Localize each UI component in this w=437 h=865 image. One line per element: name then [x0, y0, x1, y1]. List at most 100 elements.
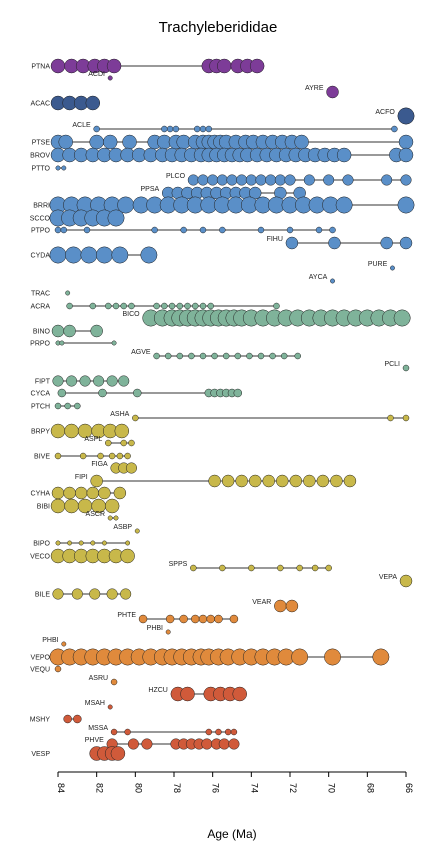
series-label: SCCO [30, 216, 51, 223]
series-label: PLCO [166, 173, 186, 180]
data-point [90, 474, 103, 488]
series-row: BIPO [33, 540, 131, 548]
data-point [217, 58, 232, 74]
series-row: BICO [122, 309, 411, 327]
data-point [89, 134, 104, 150]
data-point [52, 375, 64, 387]
data-point [393, 309, 411, 327]
series-row: PHTE [117, 612, 239, 624]
data-point [151, 226, 158, 234]
series-label: ASCR [86, 511, 105, 518]
series-label: VESP [31, 751, 50, 758]
data-point [49, 246, 67, 264]
data-point [381, 174, 393, 186]
data-point [105, 439, 112, 447]
data-point [199, 302, 207, 310]
series-row: PLCO [166, 173, 412, 186]
data-point [153, 302, 160, 310]
series-row: VESP [31, 746, 126, 761]
data-point [73, 714, 82, 724]
data-point [289, 474, 303, 488]
series-label: BRRI [33, 203, 50, 210]
data-point [285, 236, 299, 250]
data-point [80, 246, 98, 264]
data-point [50, 498, 66, 514]
data-point [120, 588, 132, 600]
data-point [402, 414, 410, 422]
data-point [128, 302, 135, 310]
data-point [79, 452, 87, 460]
x-tick-label: 72 [288, 783, 298, 793]
data-point [324, 648, 341, 666]
data-point [54, 402, 62, 410]
data-point [134, 528, 140, 534]
series-row: MSAH [85, 700, 113, 710]
data-point [380, 236, 393, 250]
series-row: FIPI [75, 474, 357, 488]
data-point [205, 728, 213, 736]
series-row: BRPY [31, 423, 130, 439]
series-row: CYDA [31, 246, 158, 264]
data-point [98, 486, 111, 500]
x-axis: 84 82 80 78 76 74 72 70 68 66 [56, 771, 414, 793]
data-point [90, 540, 96, 546]
series-row: PTPO [31, 226, 336, 235]
x-tick-label: 76 [211, 783, 221, 793]
series-row: ACDI [88, 71, 113, 81]
series-row: ACRA [31, 302, 280, 311]
data-point [118, 375, 130, 387]
series-row: TRAC [31, 290, 71, 298]
data-point [265, 174, 277, 186]
data-point [191, 614, 200, 624]
data-point [179, 614, 188, 624]
data-point [110, 678, 118, 686]
data-point [397, 196, 415, 214]
series-label: FIPI [75, 474, 88, 481]
data-point [176, 302, 184, 310]
series-label: BILE [35, 592, 51, 599]
series-label: ACFO [375, 109, 395, 116]
series-label: BRPY [31, 429, 50, 436]
data-point [65, 290, 71, 296]
data-point [89, 588, 101, 600]
series-label: AGVE [131, 349, 151, 356]
series-row: BIBI [37, 498, 120, 514]
data-point [54, 665, 62, 673]
data-point [221, 474, 235, 488]
data-point [107, 75, 113, 81]
data-point [78, 540, 84, 546]
data-point [98, 388, 107, 398]
data-point [120, 439, 127, 447]
series-row: ASPL [84, 436, 135, 447]
data-point [277, 564, 284, 572]
data-point [165, 629, 171, 635]
series-label: TRAC [31, 291, 50, 298]
data-point [316, 474, 330, 488]
series-label: PHBI [42, 637, 58, 644]
data-point [216, 174, 228, 186]
data-point [120, 548, 135, 564]
data-point [208, 474, 221, 488]
data-point [199, 226, 207, 234]
series-row: PHVE [85, 737, 240, 750]
series-label: PTSE [32, 140, 51, 147]
data-point [342, 174, 354, 186]
series-label: PTNA [31, 64, 50, 71]
series-row: ACAC [31, 95, 101, 111]
series-row: PURE [368, 261, 395, 271]
data-point [219, 564, 226, 572]
series-row: VEQU [30, 665, 62, 674]
data-point [274, 599, 287, 613]
data-point [101, 540, 107, 546]
data-point [236, 174, 248, 186]
data-point [269, 352, 276, 360]
data-point [168, 302, 176, 310]
data-point [330, 278, 335, 284]
data-point [190, 564, 197, 572]
series-row: FIGA [91, 461, 138, 474]
data-point [262, 474, 275, 488]
series-label: PHBI [147, 625, 163, 632]
data-point [111, 340, 117, 346]
series-row: ASBP [113, 524, 140, 534]
data-point [67, 540, 73, 546]
